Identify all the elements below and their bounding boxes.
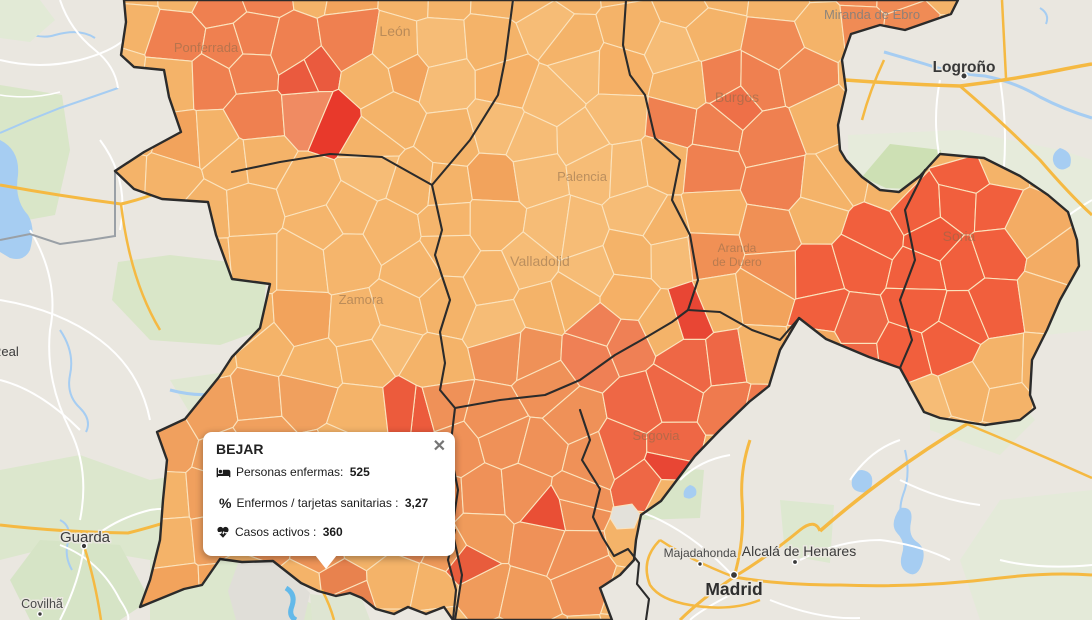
- svg-text:Soria: Soria: [943, 228, 976, 244]
- svg-text:Ponferrada: Ponferrada: [174, 40, 239, 55]
- svg-text:de Duero: de Duero: [712, 255, 762, 269]
- svg-text:Logroño: Logroño: [933, 59, 996, 76]
- svg-text:Miranda de Ebro: Miranda de Ebro: [824, 7, 920, 22]
- svg-text:Guarda: Guarda: [60, 529, 111, 546]
- svg-text:Madrid: Madrid: [705, 579, 762, 599]
- svg-text:Alcalá de Henares: Alcalá de Henares: [742, 543, 856, 559]
- svg-text:Burgos: Burgos: [715, 89, 759, 105]
- svg-text:Real: Real: [0, 344, 19, 359]
- svg-text:Segovia: Segovia: [633, 428, 681, 443]
- svg-text:Palencia: Palencia: [557, 169, 608, 184]
- svg-text:Covilhã: Covilhã: [21, 597, 63, 611]
- svg-text:Zamora: Zamora: [339, 292, 385, 307]
- svg-text:Majadahonda: Majadahonda: [664, 546, 737, 560]
- svg-text:Aranda: Aranda: [718, 241, 757, 255]
- svg-text:León: León: [379, 23, 410, 39]
- svg-text:Valladolid: Valladolid: [510, 253, 570, 269]
